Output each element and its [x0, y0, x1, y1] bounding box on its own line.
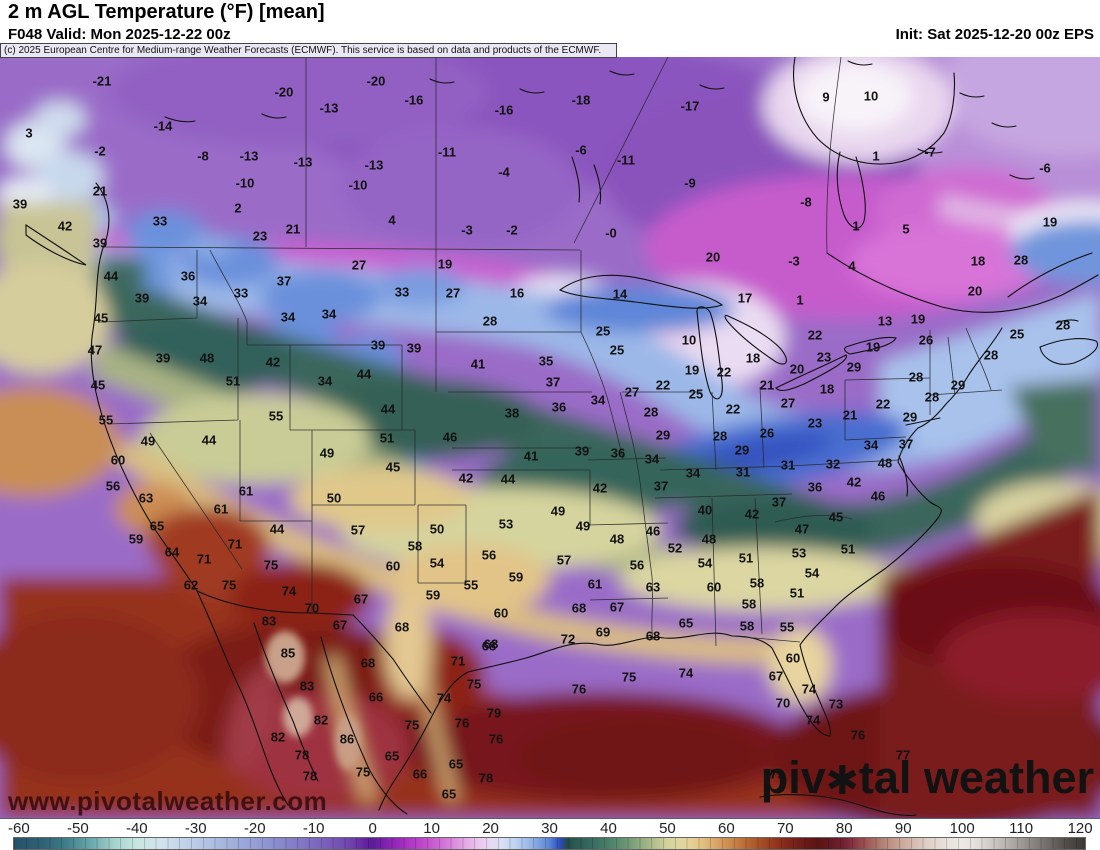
colorbar-tick: -40 [125, 820, 148, 837]
colorbar-tick: 120 [1067, 820, 1093, 837]
colorbar-tick: 100 [949, 820, 975, 837]
colorbar-tick: -30 [184, 820, 207, 837]
political-borders [99, 57, 1003, 647]
colorbar-tick: -10 [302, 820, 325, 837]
colorbar-tick: -60 [8, 820, 30, 837]
model-init-time: Init: Sat 2025-12-20 00z EPS [895, 26, 1094, 43]
colorbar-tick: 40 [600, 820, 617, 837]
logo-text-pre: piv [760, 752, 826, 803]
colorbar-tick: 10 [423, 820, 440, 837]
shading-detail [265, 631, 361, 770]
temperature-field-svg [0, 57, 1100, 818]
shading-field [0, 57, 1100, 818]
colorbar-tick: -50 [67, 820, 89, 837]
colorbar-tick: 30 [541, 820, 558, 837]
pivotal-weather-logo: piv✱tal weather [761, 752, 1094, 804]
copyright-bar: (c) 2025 European Centre for Medium-rang… [0, 43, 617, 58]
gear-icon: ✱ [825, 759, 859, 803]
colorbar-tick: 70 [776, 820, 794, 837]
map-canvas [0, 57, 1100, 818]
colorbar-tick: 50 [659, 820, 676, 837]
colorbar-tick: 60 [718, 820, 735, 837]
colorbar-tick: 90 [894, 820, 912, 837]
coastlines [25, 57, 1099, 816]
colorbar: -60 -50 -40 -30 -20 -10 0 10 20 30 40 50 60 70 80 90 100… [0, 818, 1100, 850]
colorbar-tick: 110 [1009, 820, 1034, 837]
page-title: 2 m AGL Temperature (°F) [mean] [8, 1, 325, 23]
forecast-valid-time: F048 Valid: Mon 2025-12-22 00z [8, 26, 231, 43]
colorbar-tick: 80 [835, 820, 853, 837]
colorbar-tick: -20 [243, 820, 266, 837]
colorbar-segments [14, 838, 1085, 849]
watermark-url: www.pivotalweather.com [8, 786, 328, 816]
colorbar-tick: 0 [368, 820, 377, 837]
colorbar-gradient [13, 837, 1086, 850]
colorbar-tick-labels: -60 -50 -40 -30 -20 -10 0 10 20 30 40 50 60 70 80 90 100… [0, 820, 1100, 837]
colorbar-tick: 20 [482, 820, 499, 837]
logo-text-post: tal weather [858, 752, 1094, 803]
